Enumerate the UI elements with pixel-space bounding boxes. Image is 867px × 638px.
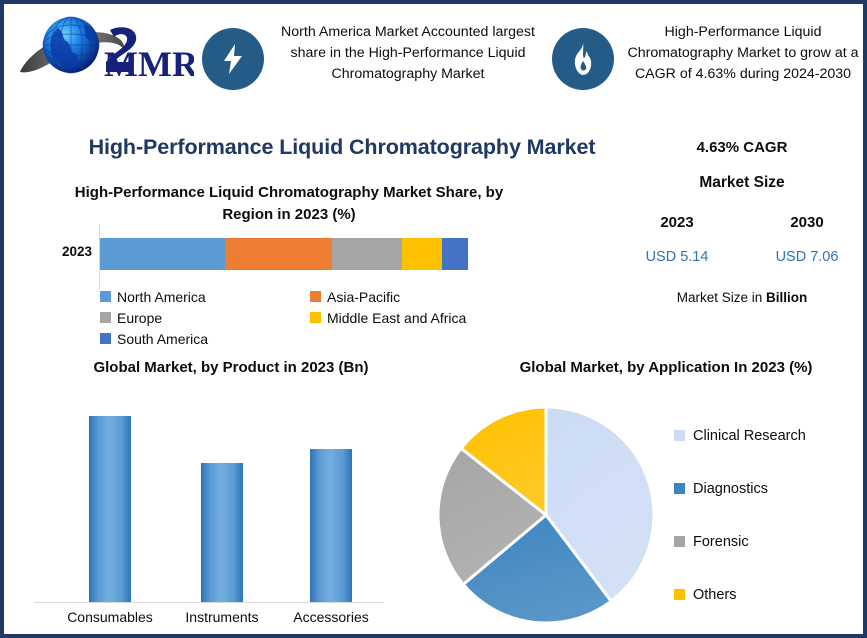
- legend-swatch-icon: [674, 483, 685, 494]
- region-stacked-bar: [100, 238, 468, 270]
- legend-swatch-icon: [100, 312, 111, 323]
- product-chart-plot: [34, 397, 428, 602]
- market-size-panel: 4.63% CAGR Market Size 2023 2030 USD 5.1…: [622, 132, 862, 322]
- region-legend-label: South America: [117, 330, 209, 347]
- legend-swatch-icon: [100, 291, 111, 302]
- region-legend-item: South America: [100, 328, 310, 349]
- legend-swatch-icon: [100, 333, 111, 344]
- header-callout-left-text: North America Market Accounted largest s…: [281, 24, 535, 82]
- pie-slice: [544, 405, 656, 604]
- market-size-year-end: 2030: [790, 214, 824, 231]
- pie-chart-legend: Clinical Research Diagnostics Forensic Othe…: [674, 409, 864, 621]
- market-size-value-start: USD 5.14: [645, 249, 709, 265]
- region-segment: [442, 238, 468, 270]
- region-legend-label: Middle East and Africa: [327, 309, 467, 326]
- region-chart-legend: North America Asia-Pacific Europe Middle Ea…: [100, 286, 520, 349]
- flame-icon: [552, 28, 614, 90]
- pie-slice: [458, 405, 548, 519]
- flame-glyph: [574, 43, 592, 75]
- legend-swatch-icon: [674, 536, 685, 547]
- header-callout-right-text: High-Performance Liquid Chromatography M…: [627, 24, 859, 82]
- product-axis-label: Accessories: [293, 609, 369, 625]
- page-title: High-Performance Liquid Chromatography M…: [88, 135, 596, 159]
- pie-legend-item: Others: [674, 568, 864, 621]
- cagr-value: 4.63% CAGR: [696, 139, 788, 156]
- pie-chart-title: Global Market, by Application In 2023 (%…: [519, 359, 813, 376]
- pie-legend-item: Forensic: [674, 515, 864, 568]
- region-segment: [401, 238, 443, 270]
- region-chart-title: High-Performance Liquid Chromatography M…: [74, 184, 504, 223]
- market-size-unit-prefix: Market Size in: [676, 290, 767, 305]
- logo-wordmark: MMR: [104, 44, 194, 84]
- pie-chart-svg: [436, 405, 656, 625]
- product-axis-label: Consumables: [67, 609, 153, 625]
- lightning-bolt-icon: [202, 28, 264, 90]
- product-bar: [201, 463, 243, 602]
- lightning-bolt-glyph: [224, 44, 242, 74]
- pie-slice: [461, 512, 614, 625]
- pie-legend-label: Clinical Research: [693, 427, 806, 444]
- market-size-value-end: USD 7.06: [775, 249, 839, 265]
- mmr-logo: MMR: [14, 10, 194, 86]
- product-bar: [89, 416, 131, 602]
- pie-legend-item: Diagnostics: [674, 462, 864, 515]
- pie-legend-label: Forensic: [693, 533, 749, 550]
- product-axis-label: Instruments: [185, 609, 259, 625]
- logo-q-shape: [106, 27, 137, 72]
- market-size-unit-emphasis: Billion: [766, 290, 808, 305]
- pie-legend-item: Clinical Research: [674, 409, 864, 462]
- region-category-label: 2023: [61, 244, 92, 259]
- region-share-chart: High-Performance Liquid Chromatography M…: [26, 182, 526, 357]
- region-legend-item: Europe: [100, 307, 310, 328]
- application-pie-chart: Global Market, by Application In 2023 (%…: [436, 359, 863, 634]
- region-legend-label: North America: [117, 288, 206, 305]
- market-size-unit: Market Size in Billion: [622, 290, 862, 305]
- region-legend-item: North America: [100, 286, 310, 307]
- pie-legend-label: Others: [693, 586, 737, 603]
- region-legend-item: Middle East and Africa: [310, 307, 520, 328]
- region-chart-axis: [99, 224, 100, 290]
- region-segment: [225, 238, 332, 270]
- region-legend-label: Asia-Pacific: [327, 288, 401, 305]
- pie-slice: [436, 446, 549, 587]
- legend-swatch-icon: [310, 312, 321, 323]
- pie-legend-label: Diagnostics: [693, 480, 768, 497]
- header-band: MMR North America Market Accounted large…: [4, 4, 863, 120]
- region-segment: [331, 238, 402, 270]
- product-bar: [310, 449, 352, 602]
- region-segment: [100, 238, 226, 270]
- product-chart-baseline: [34, 602, 384, 603]
- mmr-logo-svg: MMR: [20, 16, 194, 84]
- region-legend-item: Asia-Pacific: [310, 286, 520, 307]
- region-legend-label: Europe: [117, 309, 163, 326]
- product-bar-chart: Global Market, by Product in 2023 (Bn) C…: [26, 359, 436, 634]
- legend-swatch-icon: [310, 291, 321, 302]
- legend-swatch-icon: [674, 589, 685, 600]
- market-size-heading: Market Size: [699, 174, 785, 191]
- market-size-year-start: 2023: [660, 214, 694, 231]
- product-chart-title: Global Market, by Product in 2023 (Bn): [93, 359, 369, 376]
- legend-swatch-icon: [674, 430, 685, 441]
